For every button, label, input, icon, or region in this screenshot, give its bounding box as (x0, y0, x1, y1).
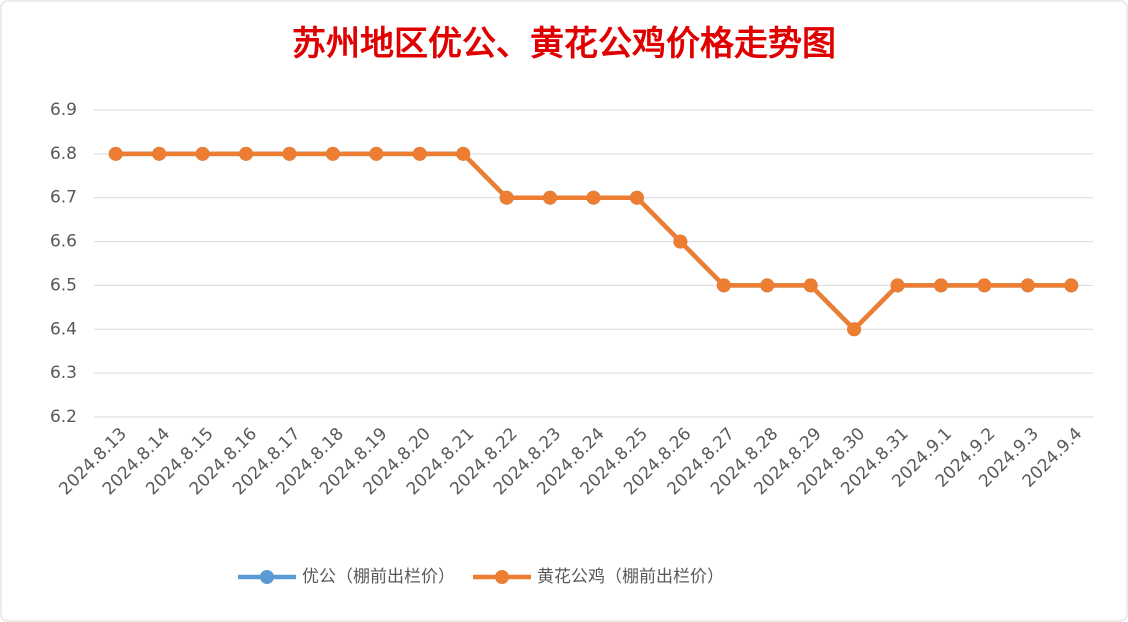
data-point (760, 278, 775, 293)
y-tick-label: 6.4 (50, 319, 77, 339)
y-tick-label: 6.7 (50, 188, 77, 208)
y-tick-label: 6.3 (50, 363, 77, 383)
legend-marker (495, 570, 509, 584)
y-tick-label: 6.2 (50, 407, 77, 427)
data-point (933, 278, 948, 293)
data-point (369, 146, 384, 161)
y-tick-label: 6.9 (50, 100, 77, 120)
data-point (586, 190, 601, 205)
data-point (543, 190, 558, 205)
y-tick-label: 6.8 (50, 144, 77, 164)
data-point (1064, 278, 1079, 293)
data-point (456, 146, 471, 161)
data-point (673, 234, 688, 249)
data-point (282, 146, 297, 161)
data-point (499, 190, 514, 205)
y-tick-label: 6.5 (50, 275, 77, 295)
data-point (412, 146, 427, 161)
legend-label: 黄花公鸡（棚前出栏价） (537, 567, 724, 587)
chart-title: 苏州地区优公、黄花公鸡价格走势图 (292, 24, 836, 64)
data-point (108, 146, 123, 161)
data-point (152, 146, 167, 161)
data-point (195, 146, 210, 161)
legend-marker (260, 570, 274, 584)
data-point (1020, 278, 1035, 293)
y-tick-label: 6.6 (50, 232, 77, 252)
data-point (977, 278, 992, 293)
data-point (716, 278, 731, 293)
data-point (239, 146, 254, 161)
legend-label: 优公（棚前出栏价） (302, 567, 455, 587)
data-point (847, 322, 862, 337)
data-point (803, 278, 818, 293)
data-point (629, 190, 644, 205)
data-point (325, 146, 340, 161)
data-point (890, 278, 905, 293)
